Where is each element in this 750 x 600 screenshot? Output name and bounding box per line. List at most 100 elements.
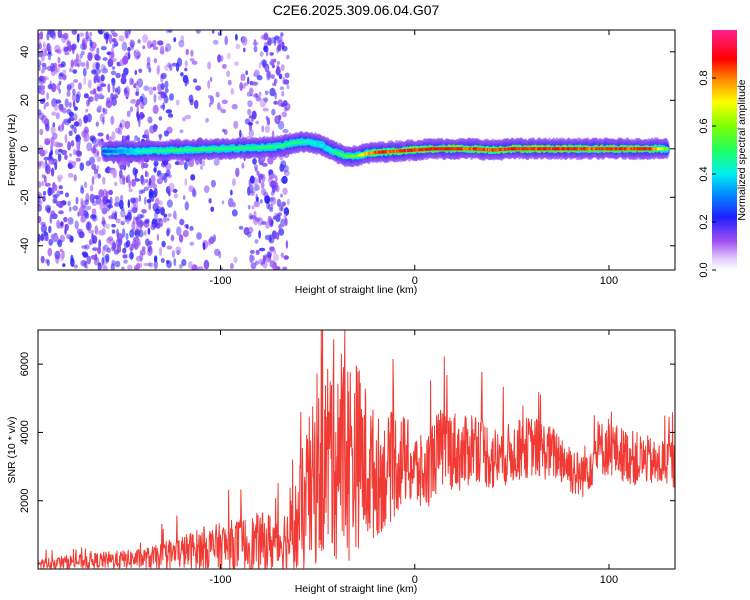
spectrogram-speckle	[222, 63, 227, 69]
spectrogram-speckle	[135, 216, 139, 225]
spectrogram-speckle	[197, 266, 204, 270]
spectrogram-speckle	[64, 98, 69, 108]
spectrogram-speckle	[275, 232, 280, 240]
spectrogram-speckle	[73, 264, 79, 269]
spectrogram-speckle	[129, 251, 134, 260]
spectrogram-speckle	[46, 32, 50, 41]
spectrogram-speckle	[40, 85, 46, 90]
spectrogram-speckle	[135, 91, 139, 96]
spectrogram-xtick-label: 0	[412, 275, 418, 287]
spectrogram-speckle	[135, 178, 140, 182]
spectrogram-speckle	[128, 179, 131, 189]
spectrogram-speckle	[97, 173, 101, 179]
spectrogram-speckle	[152, 124, 159, 130]
spectrogram-speckle	[114, 196, 120, 204]
spectrogram-speckle	[235, 167, 240, 178]
spectrogram-speckle	[111, 38, 116, 43]
spectrogram-speckle	[148, 86, 154, 96]
spectrogram-speckle	[62, 69, 67, 74]
spectrogram-speckle	[208, 236, 215, 245]
spectrogram-speckle	[111, 96, 117, 107]
spectrogram-speckle	[275, 175, 278, 183]
spectrogram-speckle	[85, 31, 89, 40]
spectrogram-speckle	[233, 256, 238, 264]
spectrogram-speckle	[81, 37, 88, 45]
spectrogram-speckle	[156, 67, 160, 76]
spectrogram-speckle	[80, 187, 85, 194]
colorbar-gradient	[712, 30, 737, 270]
spectrogram-speckle	[63, 118, 71, 126]
spectrogram-speckle	[51, 111, 57, 116]
spectrogram-speckle	[101, 227, 106, 235]
spectrogram-speckle	[91, 208, 97, 213]
spectrogram-speckle	[58, 210, 64, 215]
spectrogram-speckle	[184, 201, 189, 211]
spectrogram-speckle	[122, 247, 127, 254]
spectrogram-speckle	[115, 72, 121, 79]
spectrogram-speckle	[192, 187, 196, 196]
spectrogram-speckle	[128, 188, 133, 193]
spectrogram-speckle	[99, 113, 105, 122]
spectrogram-speckle	[271, 230, 277, 240]
spectrogram-speckle	[139, 249, 146, 256]
spectrogram-speckle	[260, 261, 264, 266]
spectrogram-speckle	[167, 113, 174, 118]
spectrogram-speckle	[279, 163, 285, 172]
spectrogram-speckle	[98, 262, 102, 267]
colorbar-tick-label: 0.2	[698, 214, 710, 229]
spectrogram-speckle	[114, 211, 118, 221]
spectrogram-speckle	[78, 231, 85, 239]
spectrogram-speckle	[130, 42, 134, 51]
spectrogram-speckle	[87, 79, 92, 89]
spectrogram-speckle	[47, 55, 52, 61]
spectrogram-speckle	[286, 198, 290, 206]
spectrogram-speckle	[264, 99, 268, 104]
spectrogram-speckle	[78, 32, 85, 37]
spectrogram-speckle	[251, 110, 257, 120]
spectrogram-speckle	[157, 40, 164, 46]
spectrogram-speckle	[86, 142, 93, 152]
spectrogram-speckle	[149, 262, 154, 268]
spectrogram-speckle	[107, 83, 111, 93]
spectrogram-speckle	[51, 83, 57, 93]
spectrogram-speckle	[51, 30, 57, 40]
spectrogram-speckle	[209, 76, 213, 83]
spectrogram-speckle	[38, 145, 44, 154]
spectrogram-speckle	[83, 93, 89, 99]
spectrogram-speckle	[231, 209, 238, 217]
spectrogram-speckle	[94, 253, 98, 261]
spectrogram-speckle	[96, 156, 102, 163]
spectrogram-speckle	[272, 58, 277, 63]
snr-panel: -100 0 100 2000 4000 6000 Height of straight …	[6, 329, 676, 595]
spectrogram-speckle	[150, 43, 154, 48]
spectrogram-speckle	[111, 229, 116, 234]
spectrogram-speckle	[103, 265, 108, 270]
spectrogram-speckle	[102, 246, 106, 251]
spectrogram-speckle	[120, 78, 125, 85]
spectrogram-speckle	[152, 104, 159, 115]
spectrogram-speckle	[185, 224, 189, 230]
spectrogram-speckle	[258, 173, 264, 180]
spectrogram-speckle	[97, 93, 104, 98]
spectrogram-speckle	[57, 153, 62, 162]
spectrogram-ytick-label: 0	[19, 146, 31, 152]
spectrogram-speckle	[144, 220, 149, 225]
spectrogram-speckle	[76, 33, 80, 43]
spectrogram-speckle	[252, 158, 257, 165]
snr-xtick-label: 0	[412, 574, 418, 586]
spectrogram-speckle	[62, 263, 66, 267]
spectrogram-speckle	[150, 195, 155, 202]
spectrogram-speckle	[261, 162, 268, 167]
spectrogram-speckle	[143, 186, 149, 192]
spectrogram-speckle	[184, 67, 188, 72]
spectrogram-speckle	[98, 189, 105, 198]
spectrogram-speckle	[112, 169, 117, 179]
spectrogram-speckle	[54, 162, 58, 171]
spectrogram-speckle	[40, 69, 45, 74]
spectrogram-speckle	[89, 46, 95, 52]
snr-ylabel: SNR (10 * v/v)	[6, 416, 18, 483]
spectrogram-speckle	[255, 95, 262, 102]
spectrogram-speckle	[243, 47, 246, 53]
spectrogram-speckle	[100, 63, 106, 74]
spectrogram-speckle	[153, 255, 158, 263]
